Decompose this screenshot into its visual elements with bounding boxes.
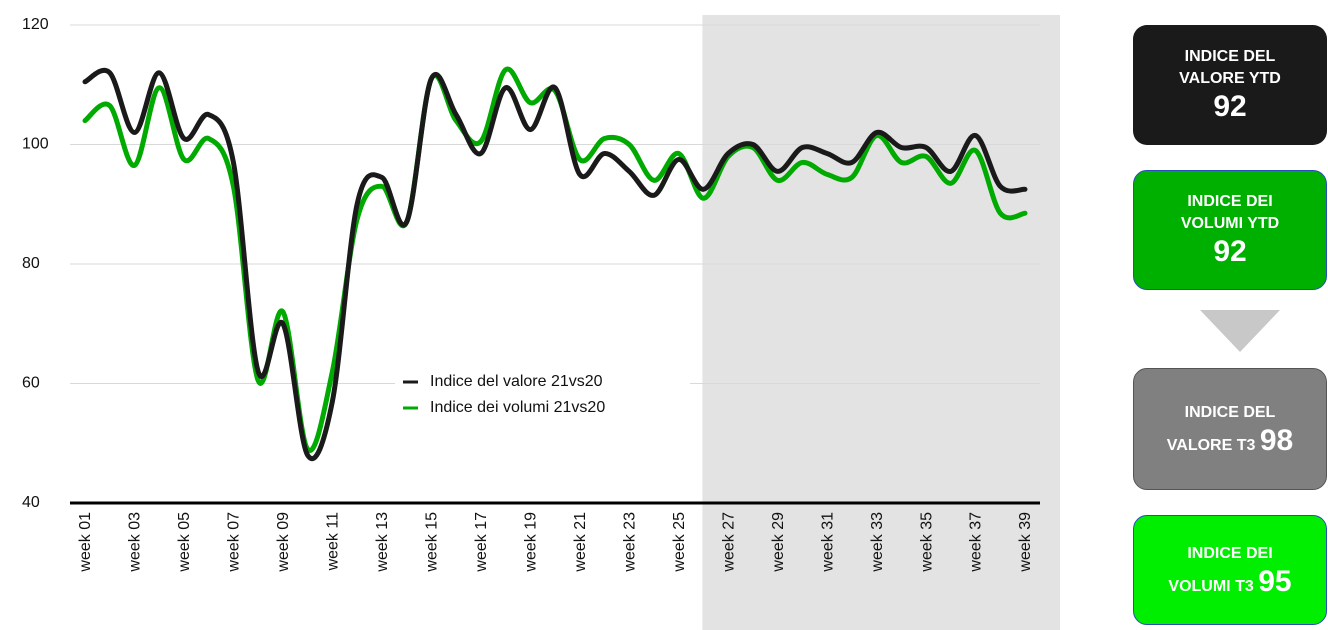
panel-value: 95 — [1258, 564, 1292, 598]
x-tick-label: week 25 — [671, 512, 688, 573]
panel-line: VALORE T3 98 — [1166, 425, 1293, 457]
panel-label: VALORE YTD — [1179, 70, 1281, 87]
legend-box — [395, 366, 690, 436]
y-tick-label: 40 — [22, 494, 40, 511]
panel-volumi-ytd: INDICE DEI VOLUMI YTD 92 — [1133, 170, 1327, 290]
panel-label: INDICE DEI — [1187, 544, 1273, 562]
x-tick-label: week 21 — [572, 512, 589, 573]
panel-value: 92 — [1213, 235, 1247, 268]
highlight-region — [702, 15, 1060, 630]
x-tick-label: week 27 — [720, 512, 737, 573]
x-tick-label: week 01 — [77, 512, 94, 573]
x-tick-label: week 15 — [424, 512, 441, 573]
x-tick-label: week 23 — [621, 512, 638, 573]
x-tick-label: week 19 — [522, 512, 539, 573]
panel-label: INDICE DEI — [1187, 193, 1273, 210]
panel-label: VALORE T3 — [1166, 436, 1256, 454]
x-tick-label: week 09 — [275, 512, 292, 573]
panel-volumi-t3: INDICE DEI VOLUMI T3 95 — [1133, 515, 1327, 625]
panel-label: INDICE DEL — [1184, 403, 1276, 421]
panel-line: VOLUMI T3 95 — [1168, 566, 1291, 598]
panel-valore-ytd: INDICE DEL VALORE YTD 92 — [1133, 25, 1327, 145]
x-tick-label: week 17 — [473, 512, 490, 573]
panel-label: INDICE DEL — [1184, 48, 1276, 65]
chart: 40 60 80 100 120 week 01 week 03 week 05 week 07… — [22, 15, 1060, 630]
x-tick-label: week 05 — [176, 512, 193, 573]
x-tick-label: week 13 — [374, 512, 391, 573]
legend-label: Indice dei volumi 21vs20 — [430, 399, 605, 416]
x-tick-label: week 35 — [918, 512, 935, 573]
x-tick-label: week 33 — [869, 512, 886, 573]
x-tick-label: week 03 — [127, 512, 144, 573]
y-tick-label: 80 — [22, 255, 40, 272]
x-tick-label: week 31 — [819, 512, 836, 573]
y-tick-label: 100 — [22, 136, 49, 153]
x-tick-label: week 11 — [325, 512, 342, 572]
legend-label: Indice del valore 21vs20 — [430, 373, 603, 390]
panel-value: 98 — [1259, 423, 1294, 457]
y-tick-label: 60 — [22, 375, 40, 392]
panel-valore-t3: INDICE DEL VALORE T3 98 — [1133, 368, 1327, 490]
y-tick-label: 120 — [22, 16, 49, 33]
panel-label: VOLUMI YTD — [1180, 215, 1280, 232]
x-tick-label: week 29 — [770, 512, 787, 573]
arrow — [1200, 310, 1280, 352]
x-tick-label: week 07 — [226, 512, 243, 573]
panel-value: 92 — [1213, 90, 1247, 123]
panel-label: VOLUMI T3 — [1168, 577, 1254, 595]
x-tick-label: week 39 — [1017, 512, 1034, 573]
arrow-shape — [1200, 310, 1280, 352]
x-tick-label: week 37 — [968, 512, 985, 573]
series-line — [82, 67, 1028, 462]
